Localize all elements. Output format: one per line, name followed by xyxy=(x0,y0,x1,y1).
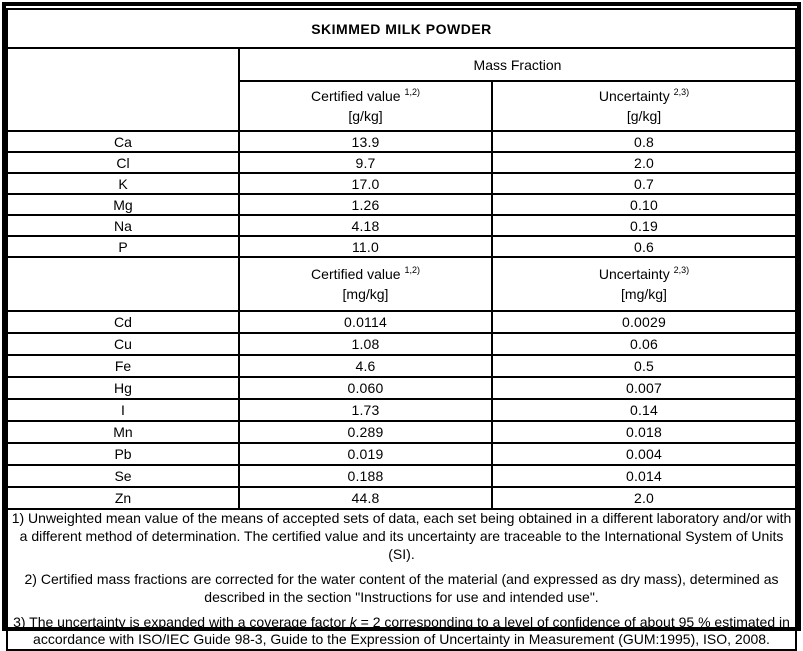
uncertainty-label: Uncertainty 2,3) xyxy=(494,86,794,106)
certified-value-unit: [mg/kg] xyxy=(342,286,389,302)
certified-value-text: Certified value xyxy=(311,88,401,104)
certified-value-cell: 0.019 xyxy=(238,442,493,466)
element-symbol: K xyxy=(6,172,240,195)
uncertainty-cell: 0.007 xyxy=(491,376,797,400)
certified-value-header-mgkg: Certified value 1,2) [mg/kg] xyxy=(238,256,493,312)
element-symbol: Fe xyxy=(6,354,240,378)
table-row: P 11.0 0.6 xyxy=(6,235,797,258)
uncertainty-unit: [mg/kg] xyxy=(621,286,667,302)
uncertainty-footnote-ref: 2,3) xyxy=(673,265,690,275)
uncertainty-label: Uncertainty 2,3) xyxy=(494,264,794,284)
element-symbol: Ca xyxy=(6,130,240,153)
footnote-3-pre: 3) The uncertainty is expanded with a co… xyxy=(13,613,350,630)
uncertainty-cell: 2.0 xyxy=(491,486,797,510)
certified-value-cell: 0.188 xyxy=(238,464,493,488)
column-header-row-mgkg: Certified value 1,2) [mg/kg] Uncertainty… xyxy=(6,256,797,312)
uncertainty-cell: 0.6 xyxy=(491,235,797,258)
uncertainty-cell: 0.014 xyxy=(491,464,797,488)
element-symbol: P xyxy=(6,235,240,258)
table-row: Mn 0.289 0.018 xyxy=(6,420,797,444)
element-symbol: Na xyxy=(6,214,240,237)
uncertainty-cell: 0.10 xyxy=(491,193,797,216)
table-row: Pb 0.019 0.004 xyxy=(6,442,797,466)
column-header-row-gkg: Certified value 1,2) [g/kg] Uncertainty … xyxy=(7,80,797,132)
element-symbol: Se xyxy=(6,464,240,488)
table-row: Cl 9.7 2.0 xyxy=(6,151,797,174)
table-row: Cd 0.0114 0.0029 xyxy=(6,310,797,334)
certified-value-cell: 4.6 xyxy=(238,354,493,378)
table-row: Hg 0.060 0.007 xyxy=(6,376,797,400)
footnote-1: 1) Unweighted mean value of the means of… xyxy=(11,510,792,562)
certified-values-table: SKIMMED MILK POWDER Mass Fraction Certif… xyxy=(6,8,797,651)
table-row: K 17.0 0.7 xyxy=(6,172,797,195)
certified-value-cell: 44.8 xyxy=(238,486,493,510)
certified-value-cell: 11.0 xyxy=(238,235,493,258)
title-row: SKIMMED MILK POWDER xyxy=(6,8,797,49)
page-title: SKIMMED MILK POWDER xyxy=(6,8,797,49)
certified-value-cell: 0.289 xyxy=(238,420,493,444)
footnotes-row: 1) Unweighted mean value of the means of… xyxy=(6,507,797,651)
table-row: Cu 1.08 0.06 xyxy=(6,332,797,356)
uncertainty-text: Uncertainty xyxy=(598,88,670,104)
mass-fraction-row: Mass Fraction xyxy=(6,47,797,132)
table-row: I 1.73 0.14 xyxy=(6,398,797,422)
uncertainty-cell: 0.0029 xyxy=(491,310,797,334)
footnote-3: 3) The uncertainty is expanded with a co… xyxy=(9,613,794,649)
table-row: Ca 13.9 0.8 xyxy=(6,130,797,153)
certified-value-label: Certified value 1,2) xyxy=(241,86,490,106)
certified-value-cell: 0.060 xyxy=(238,376,493,400)
footnotes-section: 1) Unweighted mean value of the means of… xyxy=(6,507,797,651)
uncertainty-cell: 0.14 xyxy=(491,398,797,422)
element-symbol: Cu xyxy=(6,332,240,356)
footnote-2: 2) Certified mass fractions are correcte… xyxy=(24,570,779,605)
certified-value-text: Certified value xyxy=(311,266,401,282)
element-symbol: Hg xyxy=(6,376,240,400)
table-row: Fe 4.6 0.5 xyxy=(6,354,797,378)
certified-value-footnote-ref: 1,2) xyxy=(404,265,420,275)
uncertainty-cell: 0.5 xyxy=(491,354,797,378)
element-symbol: Mg xyxy=(6,193,240,216)
uncertainty-footnote-ref: 2,3) xyxy=(673,87,690,97)
uncertainty-header-gkg: Uncertainty 2,3) [g/kg] xyxy=(491,80,797,132)
certified-value-label: Certified value 1,2) xyxy=(241,264,490,284)
uncertainty-unit: [g/kg] xyxy=(626,108,662,124)
uncertainty-cell: 0.004 xyxy=(491,442,797,466)
uncertainty-cell: 0.19 xyxy=(491,214,797,237)
uncertainty-text: Uncertainty xyxy=(598,266,670,282)
element-symbol: Zn xyxy=(6,486,240,510)
empty-header-cell xyxy=(6,256,240,312)
uncertainty-cell: 0.06 xyxy=(491,332,797,356)
certified-value-cell: 1.08 xyxy=(238,332,493,356)
mass-fraction-header: Mass Fraction xyxy=(238,47,797,82)
element-symbol: Mn xyxy=(6,420,240,444)
uncertainty-cell: 0.018 xyxy=(491,420,797,444)
empty-corner-cell xyxy=(6,47,240,132)
uncertainty-cell: 0.8 xyxy=(491,130,797,153)
uncertainty-cell: 2.0 xyxy=(491,151,797,174)
certified-value-footnote-ref: 1,2) xyxy=(404,87,420,97)
uncertainty-cell: 0.7 xyxy=(491,172,797,195)
certified-value-cell: 9.7 xyxy=(238,151,493,174)
certified-value-cell: 4.18 xyxy=(238,214,493,237)
element-symbol: Pb xyxy=(6,442,240,466)
element-symbol: Cl xyxy=(6,151,240,174)
certified-value-header-gkg: Certified value 1,2) [g/kg] xyxy=(238,80,493,132)
certified-value-cell: 1.26 xyxy=(238,193,493,216)
element-symbol: I xyxy=(6,398,240,422)
certified-value-cell: 13.9 xyxy=(238,130,493,153)
uncertainty-header-mgkg: Uncertainty 2,3) [mg/kg] xyxy=(491,256,797,312)
table-row: Se 0.188 0.014 xyxy=(6,464,797,488)
element-symbol: Cd xyxy=(6,310,240,334)
footnote-3-coverage-factor: k xyxy=(349,613,357,630)
table-row: Zn 44.8 2.0 xyxy=(6,486,797,510)
table-row: Mg 1.26 0.10 xyxy=(6,193,797,216)
certified-value-cell: 1.73 xyxy=(238,398,493,422)
certified-value-cell: 0.0114 xyxy=(238,310,493,334)
table-row: Na 4.18 0.19 xyxy=(6,214,797,237)
certified-value-unit: [g/kg] xyxy=(348,108,383,124)
certified-value-cell: 17.0 xyxy=(238,172,493,195)
